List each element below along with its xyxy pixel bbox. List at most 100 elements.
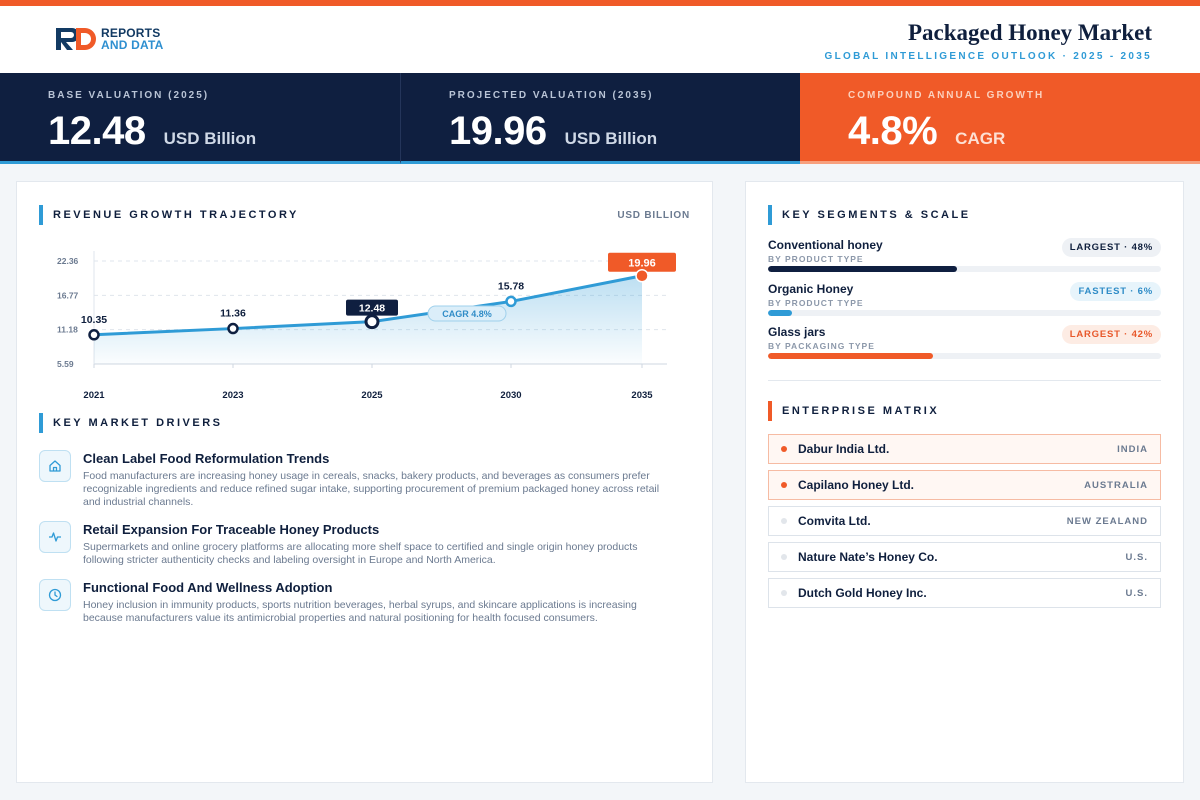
segment-bar-track <box>768 266 1161 272</box>
driver-item: Retail Expansion For Traceable Honey Pro… <box>39 521 669 567</box>
data-label: 11.36 <box>220 308 246 320</box>
drivers-section-header: KEY MARKET DRIVERS <box>39 413 222 433</box>
kpi-label: BASE VALUATION (2025) <box>48 90 210 101</box>
kpi-label: PROJECTED VALUATION (2035) <box>449 90 654 101</box>
enterprise-row[interactable]: Nature Nate’s Honey Co. U.S. <box>768 542 1161 572</box>
segment-item: Conventional honey BY PRODUCT TYPE LARGE… <box>768 238 1161 272</box>
section-title: KEY SEGMENTS & SCALE <box>782 209 971 221</box>
page-subtitle: GLOBAL INTELLIGENCE OUTLOOK · 2025 - 203… <box>824 51 1152 62</box>
segment-name: Conventional honey <box>768 238 883 252</box>
driver-item: Clean Label Food Reformulation Trends Fo… <box>39 450 669 509</box>
kpi-unit: USD Billion <box>564 129 658 148</box>
x-tick-label: 2023 <box>222 390 243 401</box>
drivers-list: Clean Label Food Reformulation Trends Fo… <box>39 450 669 637</box>
chart-unit-label: USD BILLION <box>617 210 690 221</box>
x-tick-label: 2021 <box>83 390 105 401</box>
data-point <box>364 314 380 330</box>
enterprise-row[interactable]: Dabur India Ltd. INDIA <box>768 434 1161 464</box>
kpi-value: 19.96 <box>449 109 547 153</box>
segment-bar-fill <box>768 266 957 272</box>
brand-logo: REPORTS AND DATA <box>54 26 163 52</box>
company-country: AUSTRALIA <box>1084 479 1148 491</box>
company-name: Capilano Honey Ltd. <box>798 478 915 492</box>
driver-item: Functional Food And Wellness Adoption Ho… <box>39 579 669 625</box>
company-name: Nature Nate’s Honey Co. <box>798 550 938 564</box>
status-dot-icon <box>781 446 787 452</box>
right-panel: KEY SEGMENTS & SCALE Conventional honey … <box>745 181 1184 783</box>
segment-badge: LARGEST · 42% <box>1061 325 1161 344</box>
value-callout <box>346 299 398 316</box>
section-title: ENTERPRISE MATRIX <box>782 405 940 417</box>
company-name: Comvita Ltd. <box>798 514 871 528</box>
header: REPORTS AND DATA Packaged Honey Market G… <box>0 6 1200 73</box>
company-name: Dutch Gold Honey Inc. <box>798 586 927 600</box>
section-accent <box>768 401 772 421</box>
left-panel: REVENUE GROWTH TRAJECTORY USD BILLION 22… <box>16 181 713 783</box>
revenue-chart: 22.36 16.77 11.18 5.59 2021 2023 2025 2030 2035 C… <box>57 251 676 401</box>
driver-title: Functional Food And Wellness Adoption <box>83 580 333 595</box>
kpi-projected-valuation: PROJECTED VALUATION (2035) 19.96 USD Bil… <box>400 73 800 164</box>
segment-name: Organic Honey <box>768 282 854 296</box>
enterprise-row[interactable]: Capilano Honey Ltd. AUSTRALIA <box>768 470 1161 500</box>
data-label: 19.96 <box>628 258 656 270</box>
kpi-cagr: COMPOUND ANNUAL GROWTH 4.8% CAGR <box>800 73 1200 164</box>
section-title: REVENUE GROWTH TRAJECTORY <box>53 209 299 221</box>
enterprise-row[interactable]: Comvita Ltd. NEW ZEALAND <box>768 506 1161 536</box>
logo-mark-icon <box>56 28 96 50</box>
segment-name: Glass jars <box>768 325 826 339</box>
value-callout <box>608 252 676 272</box>
cagr-badge <box>427 305 507 322</box>
segment-category: BY PACKAGING TYPE <box>768 341 875 351</box>
clock-icon <box>39 579 71 611</box>
section-divider <box>768 380 1161 381</box>
data-label: 10.35 <box>81 314 107 326</box>
section-accent <box>39 205 43 225</box>
revenue-section-header: REVENUE GROWTH TRAJECTORY <box>39 205 299 225</box>
driver-description: Supermarkets and online grocery platform… <box>83 541 638 566</box>
enterprise-section-header: ENTERPRISE MATRIX <box>768 401 939 421</box>
status-dot-icon <box>781 482 787 488</box>
y-tick-label: 22.36 <box>57 256 79 266</box>
segments-section-header: KEY SEGMENTS & SCALE <box>768 205 971 225</box>
section-title: KEY MARKET DRIVERS <box>53 417 223 429</box>
x-tick-label: 2030 <box>500 390 521 401</box>
kpi-unit: USD Billion <box>163 129 257 148</box>
company-country: NEW ZEALAND <box>1066 515 1148 527</box>
enterprise-row[interactable]: Dutch Gold Honey Inc. U.S. <box>768 578 1161 608</box>
segment-category: BY PRODUCT TYPE <box>768 298 864 308</box>
y-tick-label: 5.59 <box>57 359 74 369</box>
company-name: Dabur India Ltd. <box>798 442 890 456</box>
data-point <box>635 268 649 283</box>
segment-bar-track <box>768 353 1161 359</box>
status-dot-icon <box>781 590 787 596</box>
y-tick-label: 16.77 <box>57 290 79 300</box>
status-dot-icon <box>781 518 787 524</box>
driver-title: Clean Label Food Reformulation Trends <box>83 451 330 466</box>
kpi-value: 4.8% <box>848 109 938 153</box>
segment-bar-fill <box>768 353 934 359</box>
kpi-base-valuation: BASE VALUATION (2025) 12.48 USD Billion <box>0 73 400 164</box>
driver-description: Honey inclusion in immunity products, sp… <box>83 599 637 624</box>
pulse-icon <box>39 521 71 553</box>
company-country: U.S. <box>1125 587 1148 599</box>
segment-bar-fill <box>768 310 792 316</box>
kpi-strip: BASE VALUATION (2025) 12.48 USD Billion … <box>0 73 1200 164</box>
cagr-badge-label: CAGR 4.8% <box>442 309 492 319</box>
driver-description: Food manufacturers are increasing honey … <box>83 470 660 508</box>
driver-title: Retail Expansion For Traceable Honey Pro… <box>83 522 380 537</box>
brand-line-1: REPORTS <box>101 26 161 40</box>
data-point <box>88 329 100 341</box>
y-tick-label: 11.18 <box>57 325 78 335</box>
x-tick-label: 2035 <box>631 390 653 401</box>
data-point <box>505 295 517 308</box>
page-title: Packaged Honey Market <box>907 20 1152 45</box>
section-accent <box>768 205 772 225</box>
brand-line-2: AND DATA <box>101 38 164 52</box>
kpi-unit: CAGR <box>955 129 1006 148</box>
area-fill <box>94 275 642 364</box>
company-country: U.S. <box>1125 551 1148 563</box>
home-icon <box>39 450 71 482</box>
kpi-label: COMPOUND ANNUAL GROWTH <box>848 90 1045 101</box>
x-tick-label: 2025 <box>361 390 383 401</box>
segment-badge: FASTEST · 6% <box>1070 282 1161 301</box>
